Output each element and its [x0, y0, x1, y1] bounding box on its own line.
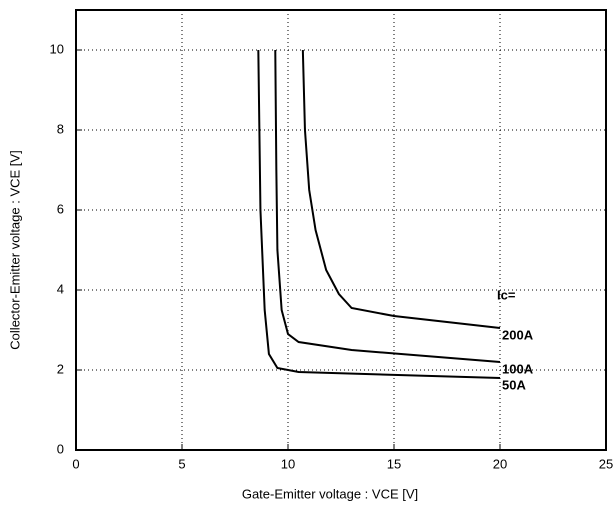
data-line: [274, 49, 501, 363]
annotation: Ic=: [497, 287, 516, 302]
x-tick-label: 10: [281, 456, 295, 471]
y-tick-label: 6: [57, 201, 64, 216]
x-tick-label: 5: [178, 456, 185, 471]
series-label: 50A: [502, 377, 526, 392]
plot-frame: [75, 9, 607, 451]
y-axis-label: Collector-Emitter voltage : VCE [V]: [7, 150, 22, 349]
y-tick-label: 10: [50, 41, 64, 56]
x-tick-label: 20: [493, 456, 507, 471]
x-axis-label: Gate-Emitter voltage : VCE [V]: [242, 486, 418, 501]
y-tick-label: 2: [57, 361, 64, 376]
y-tick-label: 0: [57, 441, 64, 456]
data-line: [301, 49, 501, 329]
y-tick-label: 8: [57, 121, 64, 136]
series-label: 200A: [502, 327, 534, 342]
x-tick-label: 0: [72, 456, 79, 471]
x-tick-label: 15: [387, 456, 401, 471]
x-tick-label: 25: [599, 456, 613, 471]
y-tick-label: 4: [57, 281, 64, 296]
data-line: [257, 49, 501, 379]
series-label: 100A: [502, 361, 534, 376]
